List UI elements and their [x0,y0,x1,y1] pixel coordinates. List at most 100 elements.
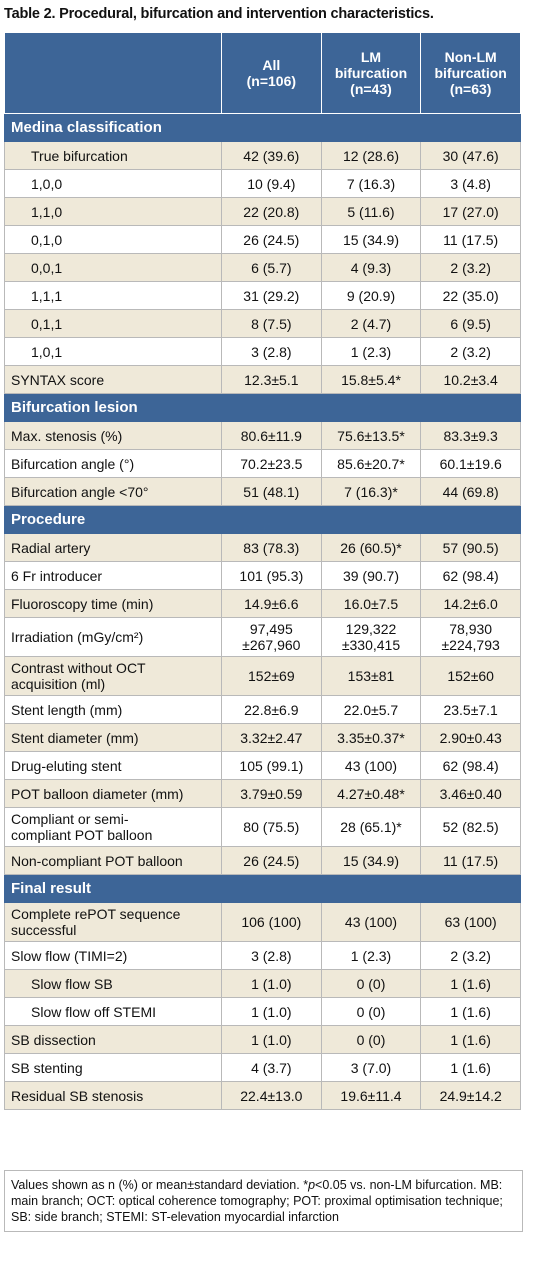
cell: 28 (65.1)* [320,807,422,847]
row-label: Drug-eluting stent [4,751,222,780]
cell: 6 (5.7) [221,253,322,282]
cell: 14.9±6.6 [221,589,322,618]
cell: 85.6±20.7* [320,449,422,478]
row-label: Non-compliant POT balloon [4,846,222,875]
cell: 2 (3.2) [420,337,521,366]
footnote-text: Values shown as n (%) or mean±standard d… [11,1178,309,1192]
cell: 83.3±9.3 [420,421,521,450]
cell: 3 (4.8) [420,169,521,198]
table-row: Contrast without OCT acquisition (ml) 152… [4,656,521,696]
cell: 1 (1.0) [221,997,322,1026]
table-row: SB dissection 1 (1.0) 0 (0) 1 (1.6) [4,1025,521,1054]
cell: 3 (2.8) [221,941,322,970]
table-row: Drug-eluting stent 105 (99.1) 43 (100) 62 (… [4,751,521,780]
table-row: Bifurcation angle (°) 70.2±23.5 85.6±20.7*… [4,449,521,478]
section-row: Procedure [4,505,521,534]
table-row: SB stenting 4 (3.7) 3 (7.0) 1 (1.6) [4,1053,521,1082]
cell: 0 (0) [320,997,422,1026]
row-label: 6 Fr introducer [4,561,222,590]
cell: 0 (0) [320,969,422,998]
row-label: 1,1,1 [4,281,222,310]
cell: 75.6±13.5* [320,421,422,450]
table-row: Stent length (mm) 22.8±6.9 22.0±5.7 23.5±7.… [4,695,521,724]
table-row: True bifurcation 42 (39.6) 12 (28.6) 30 (47… [4,141,521,170]
table-row: Slow flow SB 1 (1.0) 0 (0) 1 (1.6) [4,969,521,998]
footnote-text: <0.05 vs. non-LM bifurcation. MB: main b… [11,1178,503,1224]
row-label: 0,1,1 [4,309,222,338]
cell: 1 (1.0) [221,1025,322,1054]
cell: 80.6±11.9 [221,421,322,450]
row-label: Slow flow off STEMI [4,997,222,1026]
table-head: All (n=106) LM bifurcation (n=43) Non-LM b… [4,32,521,114]
cell: 83 (78.3) [221,533,322,562]
cell: 78,930 ±224,793 [420,617,521,657]
row-label: 0,0,1 [4,253,222,282]
cell: 1 (1.6) [420,1025,521,1054]
table-row: 0,0,1 6 (5.7) 4 (9.3) 2 (3.2) [4,253,521,282]
table-row: Radial artery 83 (78.3) 26 (60.5)* 57 (90.5… [4,533,521,562]
cell: 12.3±5.1 [221,365,322,394]
cell: 26 (24.5) [221,846,322,875]
column-header: All (n=106) [221,32,322,114]
row-label: Fluoroscopy time (min) [4,589,222,618]
cell: 57 (90.5) [420,533,521,562]
cell: 19.6±11.4 [320,1081,422,1110]
cell: 9 (20.9) [320,281,422,310]
cell: 4 (3.7) [221,1053,322,1082]
cell: 22.8±6.9 [221,695,322,724]
cell: 39 (90.7) [320,561,422,590]
cell: 8 (7.5) [221,309,322,338]
cell: 97,495 ±267,960 [221,617,322,657]
row-label: Complete rePOT sequence successful [4,902,222,942]
cell: 24.9±14.2 [420,1081,521,1110]
cell: 4 (9.3) [320,253,422,282]
table-row: Complete rePOT sequence successful 106 (1… [4,902,521,942]
table-row: Residual SB stenosis 22.4±13.0 19.6±11.4 24… [4,1081,521,1110]
section-title: Final result [4,874,521,903]
row-label: 0,1,0 [4,225,222,254]
cell: 1 (1.6) [420,997,521,1026]
cell: 62 (98.4) [420,561,521,590]
section-row: Final result [4,874,521,903]
cell: 22 (35.0) [420,281,521,310]
table-title: Table 2. Procedural, bifurcation and int… [4,6,434,22]
row-label: Bifurcation angle (°) [4,449,222,478]
cell: 31 (29.2) [221,281,322,310]
cell: 105 (99.1) [221,751,322,780]
table-row: 1,1,0 22 (20.8) 5 (11.6) 17 (27.0) [4,197,521,226]
table-row: Slow flow off STEMI 1 (1.0) 0 (0) 1 (1.6) [4,997,521,1026]
cell: 44 (69.8) [420,477,521,506]
cell: 30 (47.6) [420,141,521,170]
cell: 7 (16.3)* [320,477,422,506]
section-title: Medina classification [4,113,521,142]
cell: 17 (27.0) [420,197,521,226]
table-row: 1,1,1 31 (29.2) 9 (20.9) 22 (35.0) [4,281,521,310]
table-row: POT balloon diameter (mm) 3.79±0.59 4.27±0… [4,779,521,808]
table-row: Compliant or semi- compliant POT balloon… [4,807,521,847]
table-row: 1,0,1 3 (2.8) 1 (2.3) 2 (3.2) [4,337,521,366]
table-row: Non-compliant POT balloon 26 (24.5) 15 (34… [4,846,521,875]
table-row: Slow flow (TIMI=2) 3 (2.8) 1 (2.3) 2 (3.2) [4,941,521,970]
cell: 26 (60.5)* [320,533,422,562]
row-label: Compliant or semi- compliant POT balloon [4,807,222,847]
header-row: All (n=106) LM bifurcation (n=43) Non-LM b… [4,32,521,114]
table-row: Fluoroscopy time (min) 14.9±6.6 16.0±7.5 14… [4,589,521,618]
cell: 11 (17.5) [420,225,521,254]
cell: 6 (9.5) [420,309,521,338]
header-cell [4,32,222,114]
cell: 14.2±6.0 [420,589,521,618]
cell: 3.79±0.59 [221,779,322,808]
cell: 152±69 [221,656,322,696]
cell: 3.35±0.37* [320,723,422,752]
cell: 1 (1.6) [420,1053,521,1082]
cell: 22.0±5.7 [320,695,422,724]
cell: 52 (82.5) [420,807,521,847]
cell: 15 (34.9) [320,846,422,875]
row-label: Bifurcation angle <70° [4,477,222,506]
table-row: Max. stenosis (%) 80.6±11.9 75.6±13.5* 83.3… [4,421,521,450]
row-label: SYNTAX score [4,365,222,394]
table-row: 0,1,1 8 (7.5) 2 (4.7) 6 (9.5) [4,309,521,338]
cell: 43 (100) [320,751,422,780]
column-header: Non-LM bifurcation (n=63) [420,32,521,114]
cell: 5 (11.6) [320,197,422,226]
